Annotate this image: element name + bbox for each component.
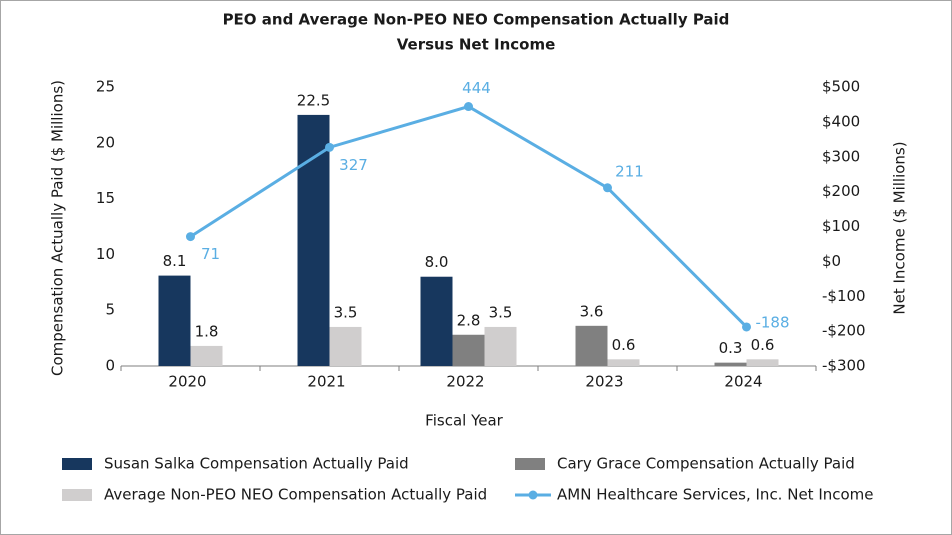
bar xyxy=(329,326,362,366)
data-label: 3.5 xyxy=(334,303,358,321)
line-point xyxy=(603,183,612,193)
x-tick-label: 2021 xyxy=(307,373,345,391)
chart-title: PEO and Average Non-PEO NEO Compensation… xyxy=(223,11,730,29)
y-tick-label: 25 xyxy=(96,78,115,96)
x-tick-label: 2020 xyxy=(168,373,206,391)
bar xyxy=(297,114,330,367)
bar xyxy=(607,359,640,366)
data-label: 211 xyxy=(615,162,644,180)
legend-label: Average Non-PEO NEO Compensation Actuall… xyxy=(104,486,487,504)
y2-tick-label: -$100 xyxy=(822,287,866,305)
y2-tick-label: $0 xyxy=(822,252,841,270)
legend-swatch xyxy=(62,458,92,470)
y2-tick-label: -$300 xyxy=(822,357,866,375)
x-axis-title: Fiscal Year xyxy=(425,412,503,430)
bar xyxy=(190,345,223,366)
y-tick-label: 5 xyxy=(105,301,115,319)
data-label: 71 xyxy=(201,245,220,263)
bar xyxy=(746,359,779,366)
y-tick-label: 10 xyxy=(96,245,115,263)
data-label: 22.5 xyxy=(297,91,330,109)
y2-tick-label: $200 xyxy=(822,182,860,200)
data-label: 0.6 xyxy=(751,336,775,354)
y2-tick-label: $500 xyxy=(822,78,860,96)
legend-label: Susan Salka Compensation Actually Paid xyxy=(104,455,409,473)
x-tick-label: 2024 xyxy=(724,373,762,391)
bar xyxy=(714,362,747,366)
data-label: 8.0 xyxy=(425,253,449,271)
line-point xyxy=(742,322,751,332)
data-label: 0.6 xyxy=(612,336,636,354)
data-label: -188 xyxy=(755,313,789,331)
bar xyxy=(484,326,517,366)
data-label: 8.1 xyxy=(163,252,187,270)
legend-swatch xyxy=(515,458,545,470)
data-label: 2.8 xyxy=(457,311,481,329)
legend-label: AMN Healthcare Services, Inc. Net Income xyxy=(557,486,874,504)
y-tick-label: 15 xyxy=(96,189,115,207)
bar xyxy=(452,334,485,366)
bar xyxy=(420,276,453,366)
data-label: 3.5 xyxy=(489,303,513,321)
data-label: 327 xyxy=(339,156,368,174)
y2-tick-label: $400 xyxy=(822,112,860,130)
x-tick-label: 2022 xyxy=(446,373,484,391)
bar xyxy=(575,325,608,366)
y2-tick-label: -$200 xyxy=(822,322,866,340)
x-tick-label: 2023 xyxy=(585,373,623,391)
line-point xyxy=(464,102,473,112)
y2-axis-title: Net Income ($ Millions) xyxy=(891,141,909,314)
legend-swatch xyxy=(62,489,92,501)
legend-swatch xyxy=(528,490,538,500)
data-label: 444 xyxy=(462,79,491,97)
y-axis-title: Compensation Actually Paid ($ Millions) xyxy=(49,80,67,376)
chart-title: Versus Net Income xyxy=(397,36,556,54)
data-label: 1.8 xyxy=(195,322,219,340)
data-label: 0.3 xyxy=(719,339,743,357)
line-point xyxy=(186,232,195,242)
line-point xyxy=(325,142,334,152)
bar xyxy=(158,275,191,366)
y-tick-label: 0 xyxy=(105,357,115,375)
data-label: 3.6 xyxy=(580,302,604,320)
legend-label: Cary Grace Compensation Actually Paid xyxy=(557,455,855,473)
y-tick-label: 20 xyxy=(96,133,115,151)
y2-tick-label: $300 xyxy=(822,147,860,165)
y2-tick-label: $100 xyxy=(822,217,860,235)
